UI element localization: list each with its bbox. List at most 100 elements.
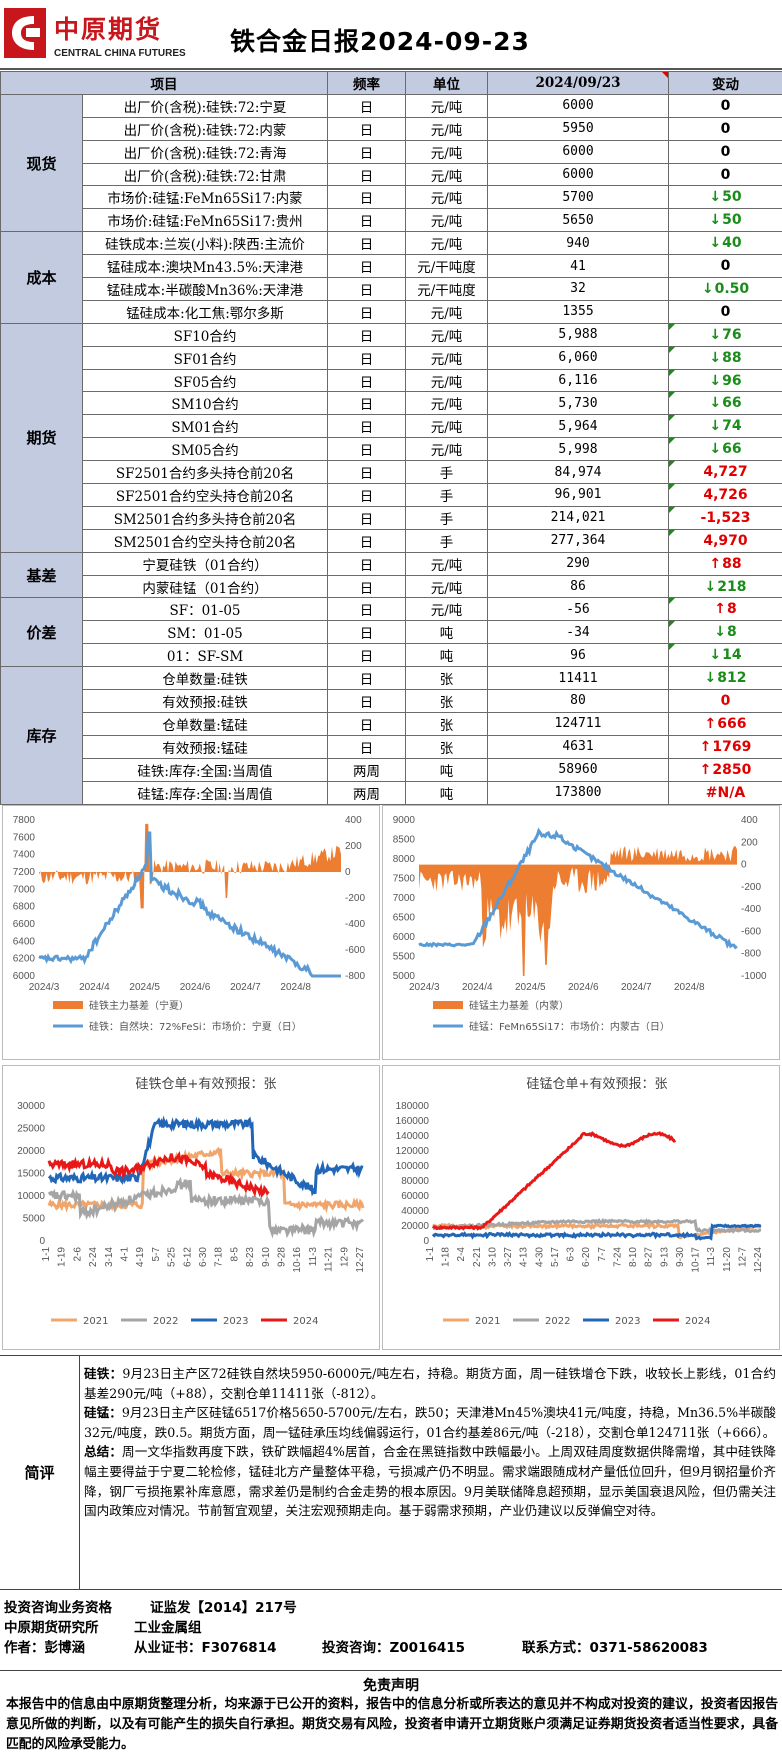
x-tick: 7-7 <box>597 1247 608 1262</box>
y-tick-left: 5000 <box>393 971 416 982</box>
value-cell: 277,364 <box>487 528 669 553</box>
change-cell: ↓74 <box>668 414 782 439</box>
value-cell: 5,730 <box>487 391 669 416</box>
value-cell: 5950 <box>487 116 669 141</box>
table-row: SF01合约日元/吨 6,060 ↓88 <box>1 345 782 370</box>
frequency-cell: 日 <box>327 322 406 347</box>
change-value: 812 <box>717 670 747 687</box>
series-line-2022 <box>432 1217 761 1234</box>
y-tick-left: 7200 <box>13 867 36 878</box>
change-value: 4,970 <box>703 532 748 549</box>
item-cell: 硅铁:库存:全国:当周值 <box>82 757 328 782</box>
report-title: 铁合金日报2024-09-23 <box>230 27 530 56</box>
y-tick-right: -600 <box>741 926 761 937</box>
logo-english-text: CENTRAL CHINA FUTURES <box>54 48 186 59</box>
y-tick-right: 0 <box>345 867 351 878</box>
unit-cell: 元/吨 <box>405 574 488 599</box>
commentary-summary: 总结：周一文华指数再度下跌，铁矿跌幅超4%居首，合金在黑链指数中跌幅最小。上周双… <box>84 1444 777 1519</box>
comment-flag-icon <box>669 530 675 536</box>
table-row: SM2501合约多头持仓前20名日手 214,021 -1,523 <box>1 505 782 530</box>
disclaimer-section: 免责声明 本报告中的信息由中原期货整理分析，均来源于已公开的资料，报告中的信息分… <box>0 1670 782 1756</box>
arrow-up-icon: ↑ <box>714 601 726 618</box>
x-tick: 2024/4 <box>462 982 493 993</box>
arrow-down-icon: ↓ <box>701 280 714 297</box>
y-tick-right: -800 <box>741 949 761 960</box>
basis-area <box>39 823 341 909</box>
frequency-cell: 日 <box>327 368 406 393</box>
value-cell: 86 <box>487 574 669 599</box>
change-value: 0 <box>720 166 731 183</box>
x-tick: 4-13 <box>519 1247 530 1267</box>
table-row: 01：SF-SM 日吨 96 ↓14 <box>1 643 782 668</box>
change-value: 0 <box>720 258 731 275</box>
y-tick: 160000 <box>396 1116 430 1127</box>
change-value: 1769 <box>712 738 752 755</box>
x-tick: 2-21 <box>472 1247 483 1267</box>
item-cell: 有效预报:锰硅 <box>82 734 328 759</box>
change-value: 666 <box>717 715 747 732</box>
change-cell: 4,727 <box>668 460 782 485</box>
unit-cell: 元/吨 <box>405 162 488 187</box>
y-tick-right: 200 <box>345 841 362 852</box>
footer-license: 从业证书：F3076814 <box>134 1640 277 1656</box>
x-tick: 12-9 <box>339 1247 350 1267</box>
y-tick: 5000 <box>23 1214 46 1225</box>
table-row: 锰硅成本:澳块Mn43.5%:天津港日元/干吨度 41 0 <box>1 254 782 279</box>
unit-cell: 手 <box>405 460 488 485</box>
x-tick: 2024/6 <box>180 982 211 993</box>
change-cell: ↓50 <box>668 185 782 210</box>
x-tick: 12-24 <box>753 1247 764 1273</box>
change-cell: ↑8 <box>668 597 782 622</box>
value-cell: 96,901 <box>487 483 669 507</box>
y-tick-right: 200 <box>741 837 758 848</box>
x-tick: 5-17 <box>550 1247 561 1267</box>
table-row: 市场价:硅锰:FeMn65Si17:贵州日元/吨 5650 ↓50 <box>1 208 782 233</box>
y-tick-left: 6000 <box>393 932 416 943</box>
chart-silicomanganese-warrants: 硅锰仓单+有效预报：张 0 20000 40000 60000 80000 100000 12… <box>382 1065 780 1350</box>
x-tick: 11-20 <box>722 1247 733 1272</box>
x-tick: 11-21 <box>324 1247 335 1272</box>
value-cell: 6000 <box>487 93 669 118</box>
legend-basis-swatch <box>53 1001 83 1009</box>
x-tick: 3-27 <box>503 1247 514 1267</box>
footer-qualification: 投资咨询业务资格 <box>4 1600 112 1616</box>
legend-label-2024: 2024 <box>293 1316 318 1327</box>
x-tick: 10-16 <box>292 1247 303 1273</box>
arrow-up-icon: ↑ <box>699 738 712 755</box>
change-value: 66 <box>722 441 742 458</box>
charts-area: 6000 6200 6400 6600 6800 7000 7200 7400 7600 7800… <box>0 805 782 1350</box>
legend-label-2023: 2023 <box>223 1316 248 1327</box>
value-cell: 58960 <box>487 757 669 782</box>
y-tick: 20000 <box>17 1146 45 1157</box>
y-tick: 10000 <box>17 1191 45 1202</box>
y-tick-left: 9000 <box>393 815 416 826</box>
frequency-cell: 日 <box>327 391 406 416</box>
header-frequency: 频率 <box>327 71 406 95</box>
value-cell: 940 <box>487 231 669 256</box>
x-tick: 4-19 <box>135 1247 146 1267</box>
value-cell: 6,116 <box>487 368 669 393</box>
y-tick: 30000 <box>17 1101 45 1112</box>
arrow-down-icon: ↓ <box>704 670 717 687</box>
change-value: 4,726 <box>703 486 748 503</box>
item-cell: 锰硅成本:半碳酸Mn36%:天津港 <box>82 277 328 301</box>
commentary-section: 简评 硅铁：9月23日主产区72硅铁自然块5950-6000元/吨左右，持稳。期… <box>0 1355 782 1590</box>
x-tick: 5-25 <box>167 1247 178 1267</box>
x-tick: 12-27 <box>355 1247 366 1273</box>
category-cell: 成本 <box>0 231 83 324</box>
category-cell: 库存 <box>0 666 83 805</box>
unit-cell: 元/吨 <box>405 368 488 393</box>
item-cell: 宁夏硅铁（01合约） <box>82 551 328 576</box>
x-tick: 7-24 <box>612 1247 623 1267</box>
y-tick: 0 <box>39 1236 45 1247</box>
arrow-up-icon: ↑ <box>699 761 712 778</box>
commentary-silicomanganese: 硅锰：9月23日主产区硅锰6517价格5650-5700元/左右，跌50；天津港… <box>84 1405 776 1440</box>
frequency-cell: 日 <box>327 93 406 118</box>
value-cell: 4631 <box>487 734 669 759</box>
item-cell: 仓单数量:锰硅 <box>82 711 328 736</box>
x-tick: 9-30 <box>675 1247 686 1267</box>
frequency-cell: 日 <box>327 597 406 622</box>
y-tick-left: 7500 <box>393 874 416 885</box>
table-row: 硅铁:库存:全国:当周值 两周吨 58960 ↑2850 <box>1 757 782 782</box>
y-tick: 180000 <box>396 1101 430 1112</box>
